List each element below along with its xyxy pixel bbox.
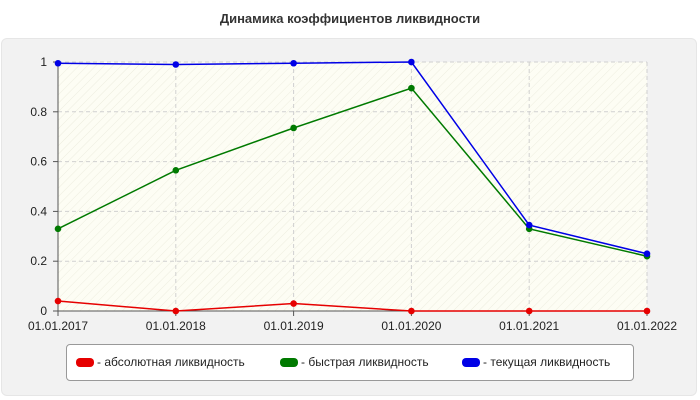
data-point-2 [54,59,62,67]
x-tick-label: 01.01.2022 [617,319,677,333]
data-point-0 [643,307,651,315]
data-point-0 [525,307,533,315]
legend-item-absolute[interactable]: - абсолютная ликвидность [76,354,245,370]
data-point-1 [172,167,180,174]
data-point-1 [290,124,297,132]
data-point-2 [290,59,297,67]
data-point-1 [408,84,415,92]
legend-swatch-quick [280,357,298,367]
data-point-0 [290,300,297,307]
y-tick-label: 0 [40,304,47,318]
x-tick-label: 01.01.2021 [499,319,559,333]
data-point-2 [643,250,651,258]
series-line-2 [57,61,648,255]
legend-swatch-current [462,357,480,367]
data-point-0 [172,307,180,315]
y-tick-label: 0.2 [30,254,47,268]
series-line-0 [57,300,647,312]
legend-swatch-absolute [76,357,94,367]
x-tick-label: 01.01.2018 [146,319,206,333]
y-tick-label: 1 [40,55,47,69]
data-point-2 [525,221,533,229]
x-tick-label: 01.01.2017 [28,319,88,333]
legend-item-current[interactable]: - текущая ликвидность [462,354,610,370]
chart-title: Динамика коэффициентов ликвидности [219,11,481,26]
y-tick-label: 0.4 [30,204,47,218]
data-point-2 [172,61,180,68]
y-tick-label: 0.8 [30,105,47,119]
series-line-1 [57,87,648,257]
x-tick-label: 01.01.2020 [381,319,441,333]
data-point-2 [408,58,415,66]
legend: - абсолютная ликвидность - быстрая ликви… [66,344,634,381]
x-tick-label: 01.01.2019 [264,319,324,333]
plot-area [58,62,647,311]
y-tick-label: 0.6 [30,155,47,169]
legend-label-quick: - быстрая ликвидность [301,355,429,369]
data-point-0 [408,307,415,315]
legend-label-absolute: - абсолютная ликвидность [97,355,245,369]
legend-item-quick[interactable]: - быстрая ликвидность [280,354,429,370]
data-point-1 [54,225,62,233]
data-point-0 [54,297,62,305]
legend-label-current: - текущая ликвидность [483,355,611,369]
